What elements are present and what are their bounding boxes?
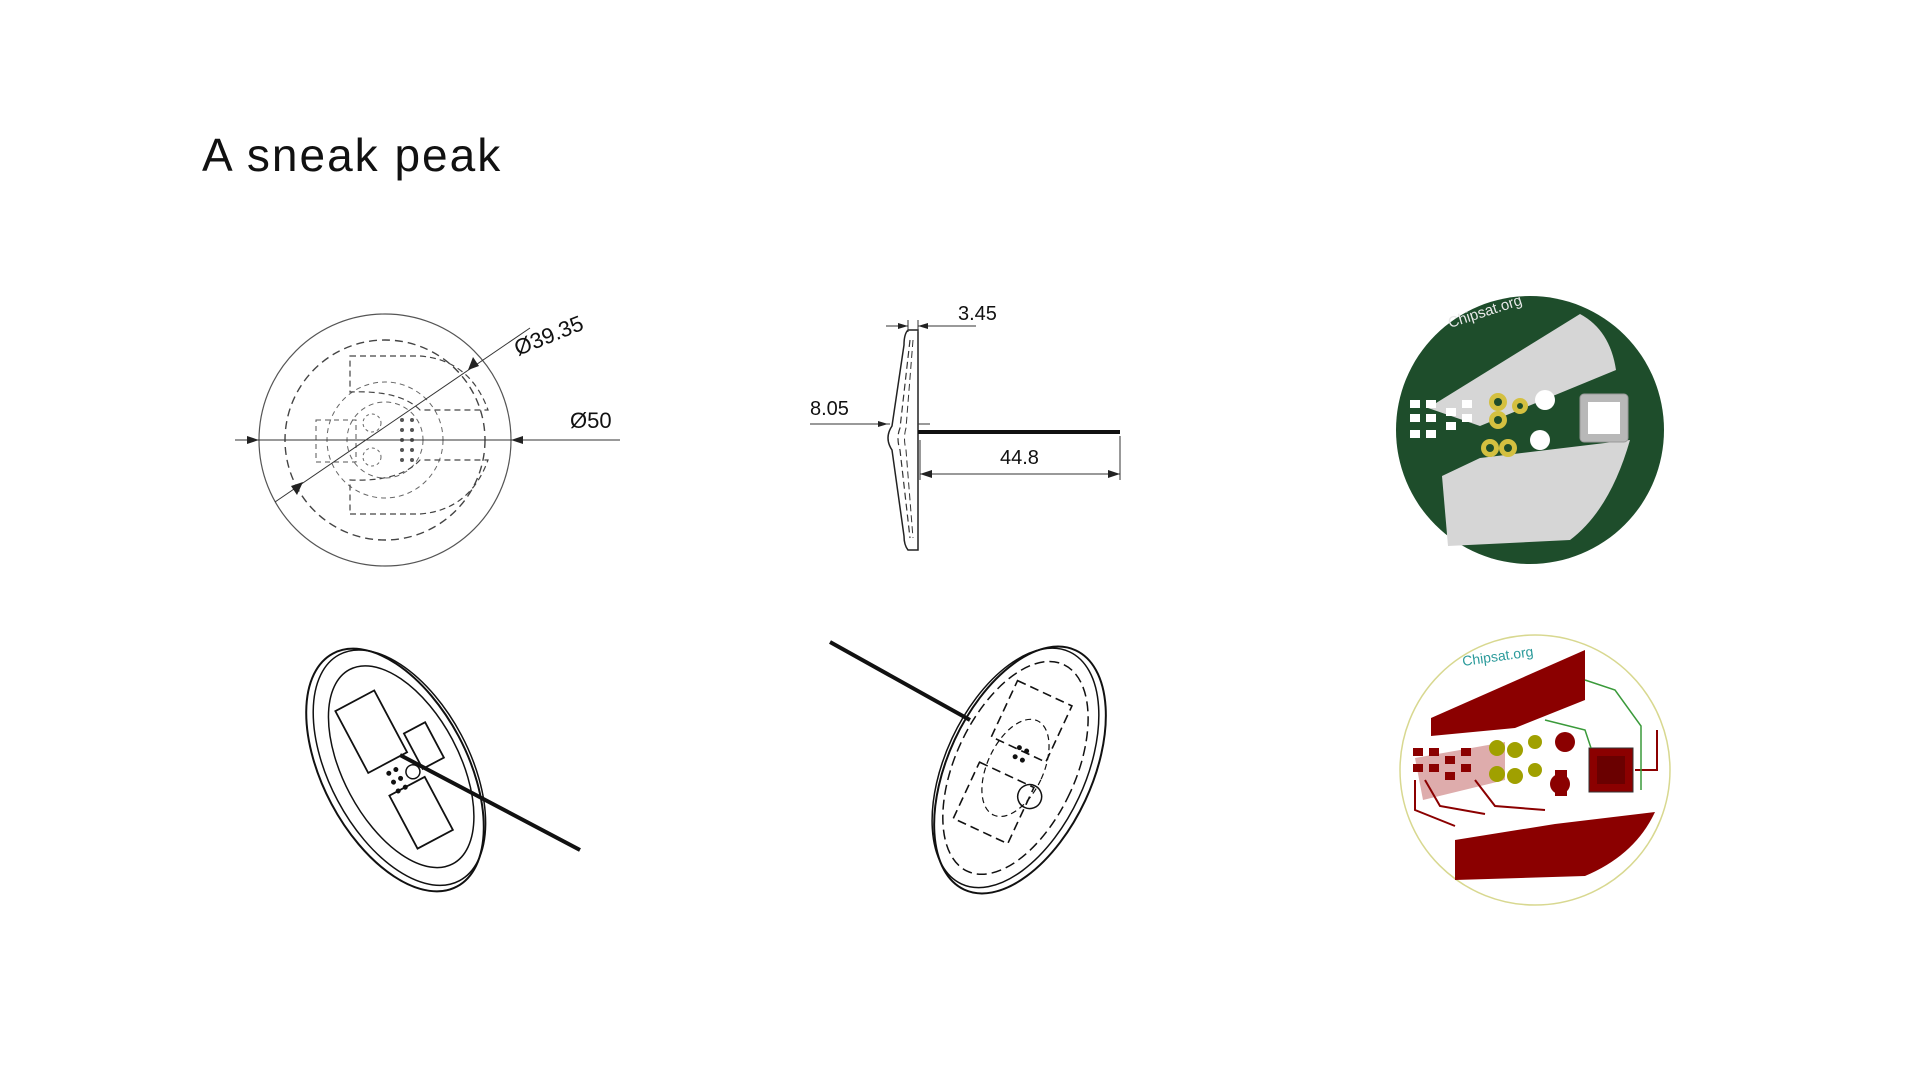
dim-inner-diameter: Ø39.35 (511, 310, 587, 360)
isometric-rear-drawing (829, 640, 1107, 895)
slide-title: A sneak peak (202, 129, 503, 181)
pcb-render-image: Chipsat.org (1396, 292, 1664, 564)
dim-thickness: 3.45 (958, 303, 997, 325)
dim-antenna-length: 44.8 (1000, 447, 1039, 469)
front-view-drawing: Ø39.35 Ø50 (235, 310, 620, 567)
dim-height: 8.05 (810, 398, 849, 420)
pcb-layout-image: Chipsat.org (1399, 634, 1671, 906)
dim-outer-diameter: Ø50 (570, 408, 612, 433)
isometric-front-drawing (305, 647, 581, 893)
side-view-drawing: 3.45 8.05 44.8 (810, 303, 1121, 551)
